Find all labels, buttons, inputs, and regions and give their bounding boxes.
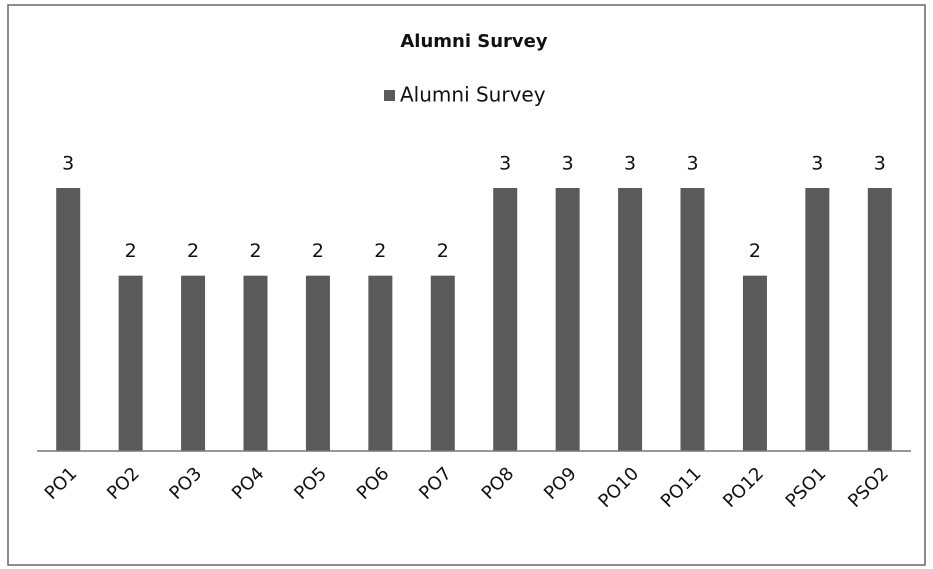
bar — [493, 188, 518, 451]
chart-title: Alumni Survey — [400, 31, 548, 52]
bar — [56, 188, 81, 451]
data-label: 2 — [187, 240, 199, 262]
bar — [430, 275, 455, 451]
bar — [118, 275, 143, 451]
bar — [368, 275, 393, 451]
data-label: 3 — [811, 153, 823, 175]
data-label: 3 — [874, 153, 886, 175]
bar — [742, 275, 767, 451]
data-label: 2 — [374, 240, 386, 262]
bar — [680, 188, 705, 451]
data-label: 3 — [624, 153, 636, 175]
bar — [867, 188, 892, 451]
data-label: 2 — [749, 240, 761, 262]
data-label: 3 — [499, 153, 511, 175]
data-label: 2 — [125, 240, 137, 262]
data-label: 2 — [312, 240, 324, 262]
legend-swatch — [384, 90, 395, 101]
bar — [305, 275, 330, 451]
chart-border — [7, 4, 926, 566]
data-label: 3 — [62, 153, 74, 175]
legend-label: Alumni Survey — [400, 83, 546, 107]
bar — [618, 188, 643, 451]
bar — [181, 275, 206, 451]
data-label: 2 — [437, 240, 449, 262]
bar — [243, 275, 268, 451]
bar — [555, 188, 580, 451]
data-label: 3 — [562, 153, 574, 175]
data-label: 2 — [249, 240, 261, 262]
bar — [805, 188, 830, 451]
data-label: 3 — [686, 153, 698, 175]
